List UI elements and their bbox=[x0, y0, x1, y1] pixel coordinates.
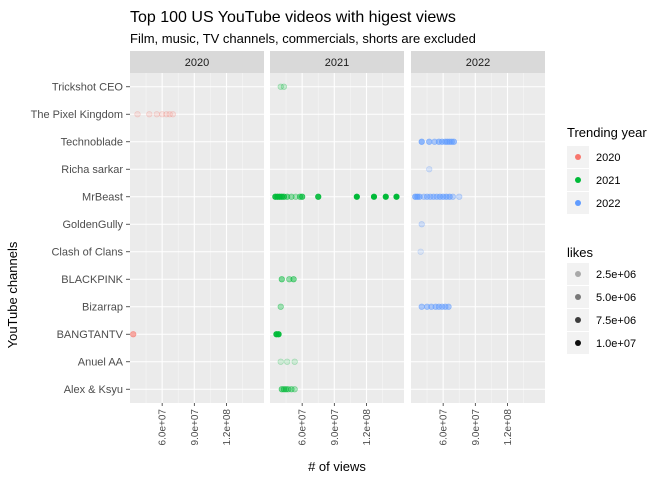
legend-label: 7.5e+06 bbox=[596, 315, 636, 327]
legend-swatch bbox=[575, 154, 581, 160]
legend-swatch bbox=[575, 340, 581, 346]
data-point bbox=[153, 111, 160, 118]
legend-label: 2020 bbox=[596, 152, 620, 164]
legend-swatch bbox=[575, 177, 581, 183]
data-point bbox=[382, 193, 389, 200]
y-tick-label: The Pixel Kingdom bbox=[31, 109, 123, 121]
data-point bbox=[284, 193, 291, 200]
data-point bbox=[450, 138, 457, 145]
panel-background bbox=[411, 73, 545, 403]
y-axis-label: YouTube channels bbox=[5, 241, 20, 348]
data-point bbox=[291, 358, 298, 365]
data-point bbox=[315, 193, 322, 200]
legend-label: 2.5e+06 bbox=[596, 269, 636, 281]
data-point bbox=[370, 193, 378, 200]
legend-swatch bbox=[575, 200, 581, 206]
data-point bbox=[280, 83, 288, 90]
legend-swatch bbox=[575, 317, 581, 323]
data-point bbox=[288, 386, 295, 393]
data-point bbox=[426, 138, 433, 145]
facet-panel-2020: 2020 6.0e+07 9.0e+07 1.2e+08 bbox=[130, 51, 264, 445]
data-point bbox=[277, 83, 284, 90]
y-axis: Trickshot CEO The Pixel Kingdom Technoblad… bbox=[31, 81, 130, 396]
x-tick-label: 6.0e+07 bbox=[439, 409, 450, 446]
y-tick-label: Trickshot CEO bbox=[52, 81, 124, 93]
data-point bbox=[285, 386, 292, 393]
legend-swatch bbox=[575, 294, 581, 300]
x-axis-label: # of views bbox=[308, 459, 366, 474]
y-tick-label: Clash of Clans bbox=[51, 246, 123, 258]
x-tick-label: 6.0e+07 bbox=[298, 409, 309, 446]
x-tick-label: 1.2e+08 bbox=[503, 409, 514, 446]
data-point bbox=[416, 193, 423, 200]
facet-strip bbox=[130, 51, 264, 73]
x-tick-label: 1.2e+08 bbox=[362, 409, 373, 446]
data-point bbox=[446, 193, 453, 200]
data-point bbox=[134, 111, 141, 118]
y-tick-label: Anuel AA bbox=[78, 356, 124, 368]
x-tick-label: 9.0e+07 bbox=[471, 409, 482, 446]
y-tick-label: BANGTANTV bbox=[57, 329, 124, 341]
legend-swatch bbox=[575, 271, 581, 277]
y-tick-label: BLACKPINK bbox=[61, 274, 123, 286]
y-tick-label: MrBeast bbox=[82, 191, 123, 203]
facet-strip bbox=[270, 51, 404, 73]
legend-title: likes bbox=[567, 245, 594, 260]
y-tick-label: Richa sarkar bbox=[61, 164, 123, 176]
chart-subtitle: Film, music, TV channels, commercials, s… bbox=[130, 31, 476, 46]
facet-strip bbox=[411, 51, 545, 73]
y-tick-label: Technoblade bbox=[61, 136, 123, 148]
data-point bbox=[288, 193, 295, 200]
data-point bbox=[163, 111, 170, 118]
data-point bbox=[284, 358, 291, 365]
facet-panels: 2020 6.0e+07 9.0e+07 1.2e+08 2021 6.0e+07 9.0e… bbox=[130, 51, 545, 445]
y-tick-label: GoldenGully bbox=[62, 219, 123, 231]
facet-strip-label: 2022 bbox=[466, 57, 490, 69]
data-point bbox=[393, 193, 400, 200]
facet-strip-label: 2020 bbox=[185, 57, 209, 69]
facet-panel-2022: 2022 6.0e+07 9.0e+07 1.2e+08 bbox=[411, 51, 545, 445]
y-tick-label: Bizarrap bbox=[82, 301, 123, 313]
data-point bbox=[169, 111, 176, 118]
legend-trending-year: Trending year 2020 2021 2022 bbox=[567, 125, 647, 214]
data-point bbox=[353, 193, 360, 200]
data-point bbox=[277, 303, 284, 310]
data-point bbox=[418, 138, 425, 145]
data-point bbox=[299, 193, 306, 200]
facet-strip-label: 2021 bbox=[325, 57, 349, 69]
legend-title: Trending year bbox=[567, 125, 647, 140]
data-point bbox=[278, 276, 285, 283]
data-point bbox=[130, 331, 137, 338]
chart-title: Top 100 US YouTube videos with higest vi… bbox=[130, 9, 456, 26]
legend-label: 5.0e+06 bbox=[596, 292, 636, 304]
data-point bbox=[290, 276, 297, 283]
data-point bbox=[146, 111, 153, 118]
x-tick-label: 1.2e+08 bbox=[222, 409, 233, 446]
data-point bbox=[417, 248, 424, 255]
panel-background bbox=[270, 73, 404, 403]
facet-panel-2021: 2021 6.0e+07 9.0e+07 1.2e+08 bbox=[270, 51, 404, 445]
data-point bbox=[426, 166, 433, 173]
data-point bbox=[275, 331, 282, 338]
data-point bbox=[159, 111, 166, 118]
x-tick-label: 6.0e+07 bbox=[158, 409, 169, 446]
data-point bbox=[277, 358, 284, 365]
y-tick-label: Alex & Ksyu bbox=[64, 384, 123, 396]
data-point bbox=[449, 193, 456, 200]
data-point bbox=[445, 303, 452, 310]
data-point bbox=[291, 386, 298, 393]
legend-label: 1.0e+07 bbox=[596, 338, 636, 350]
data-point bbox=[166, 111, 173, 118]
legend-label: 2022 bbox=[596, 198, 620, 210]
panel-background bbox=[130, 73, 264, 403]
data-point bbox=[418, 221, 425, 228]
data-point bbox=[456, 193, 463, 200]
data-point bbox=[418, 303, 425, 310]
legend-key bbox=[567, 263, 589, 285]
x-tick-label: 9.0e+07 bbox=[190, 409, 201, 446]
x-tick-label: 9.0e+07 bbox=[330, 409, 341, 446]
legend-label: 2021 bbox=[596, 175, 620, 187]
